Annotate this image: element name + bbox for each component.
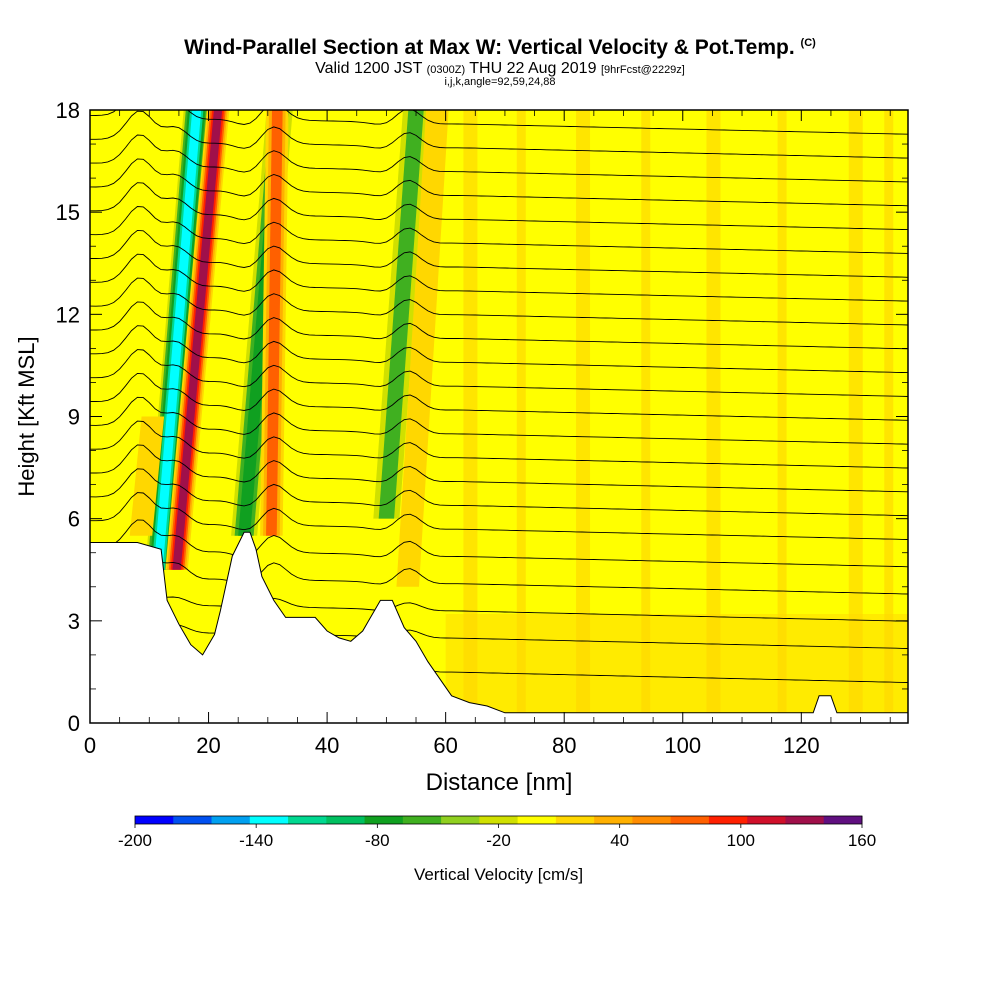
x-tick-label: 100 xyxy=(664,733,701,758)
theta-contour xyxy=(90,158,908,207)
updraft-band xyxy=(266,110,283,536)
theta-contour xyxy=(90,229,908,278)
y-tick-label: 6 xyxy=(68,507,80,532)
theta-contour xyxy=(90,277,908,326)
colorbar-swatch xyxy=(708,816,748,824)
theta-contour xyxy=(90,301,908,350)
y-axis-label: Height [Kft MSL] xyxy=(14,336,39,496)
theta-contour xyxy=(90,110,908,135)
colorbar-swatch xyxy=(135,816,174,824)
theta-contour xyxy=(90,253,908,302)
theta-contour xyxy=(90,110,908,159)
colorbar-tick-label: 160 xyxy=(848,831,876,850)
theta-contour xyxy=(90,519,908,568)
colorbar-label: Vertical Velocity [cm/s] xyxy=(414,865,583,884)
valid-utc: (0300Z) xyxy=(426,64,466,76)
y-tick-label: 3 xyxy=(68,609,80,634)
downdraft-band xyxy=(153,110,202,570)
colorbar-swatch xyxy=(747,816,786,824)
colorbar-swatch xyxy=(249,816,289,824)
theta-contour xyxy=(90,372,908,421)
colorbar-swatch xyxy=(632,816,672,824)
theta-contour xyxy=(90,396,908,445)
chart-subtitle: Valid 1200 JST (0300Z) THU 22 Aug 2019 [… xyxy=(0,60,1000,78)
x-tick-label: 0 xyxy=(84,733,96,758)
forecast-tag: [9hrFcst@2229z] xyxy=(600,64,685,76)
theta-contour xyxy=(90,444,908,493)
terrain-mask xyxy=(90,531,908,723)
title-main: Wind-Parallel Section at Max W: Vertical… xyxy=(184,36,795,59)
field-stripe xyxy=(777,110,787,723)
colorbar-swatch xyxy=(670,816,710,824)
field-stripe xyxy=(884,110,894,723)
theta-contour xyxy=(90,325,908,374)
theta-contour xyxy=(90,420,908,469)
y-tick-label: 9 xyxy=(68,405,80,430)
updraft-band xyxy=(129,416,165,536)
colorbar-swatch xyxy=(594,816,633,824)
theta-contour xyxy=(90,468,908,517)
field-stripe xyxy=(706,110,721,723)
copyright-mark: (C) xyxy=(800,37,816,49)
colorbar-tick-label: -80 xyxy=(365,831,390,850)
downdraft-band xyxy=(378,110,424,519)
valid-date: THU 22 Aug 2019 xyxy=(469,60,597,77)
updraft-band xyxy=(396,110,449,587)
y-tick-label: 18 xyxy=(56,98,80,123)
colorbar-swatch xyxy=(173,816,213,824)
theta-contour xyxy=(90,492,908,540)
chart-title: Wind-Parallel Section at Max W: Vertical… xyxy=(0,36,1000,60)
field-stripe xyxy=(516,110,526,723)
field-stripe xyxy=(463,110,478,723)
colorbar-swatch xyxy=(364,816,404,824)
colorbar-swatch xyxy=(288,816,327,824)
y-tick-label: 15 xyxy=(56,200,80,225)
colorbar-swatch xyxy=(326,816,366,824)
colorbar-tick-label: 40 xyxy=(610,831,629,850)
x-tick-label: 20 xyxy=(196,733,220,758)
grid-indices: i,j,k,angle=92,59,24,88 xyxy=(444,76,556,88)
x-tick-label: 80 xyxy=(552,733,576,758)
colorbar-tick-label: 100 xyxy=(727,831,755,850)
x-axis-label: Distance [nm] xyxy=(426,769,573,796)
colorbar-tick-label: -140 xyxy=(239,831,273,850)
x-tick-label: 120 xyxy=(783,733,820,758)
field-stripe xyxy=(641,110,651,723)
updraft-band xyxy=(172,110,223,570)
field-stripe xyxy=(576,110,591,723)
plot-area xyxy=(90,110,908,723)
theta-contour xyxy=(90,349,908,397)
theta-contour xyxy=(90,206,908,254)
y-tick-label: 0 xyxy=(68,711,80,736)
x-tick-label: 40 xyxy=(315,733,339,758)
colorbar-swatch xyxy=(785,816,825,824)
y-tick-label: 12 xyxy=(56,302,80,327)
colorbar-swatch xyxy=(441,816,480,824)
colorbar-swatch xyxy=(555,816,595,824)
theta-contour xyxy=(90,546,908,595)
field-lowlevel xyxy=(445,614,908,713)
colorbar-swatch xyxy=(479,816,519,824)
valid-prefix: Valid 1200 JST xyxy=(315,60,423,77)
theta-contour xyxy=(90,134,908,183)
colorbar-tick-label: -200 xyxy=(118,831,152,850)
colorbar-swatch xyxy=(823,816,863,824)
theta-contours xyxy=(90,110,908,683)
field-stripe xyxy=(848,110,863,723)
colorbar-swatch xyxy=(211,816,251,824)
colorbar-swatch xyxy=(517,816,557,824)
colorbar-swatch xyxy=(402,816,442,824)
theta-contour xyxy=(90,182,908,231)
colorbar-tick-label: -20 xyxy=(486,831,511,850)
x-tick-label: 60 xyxy=(433,733,457,758)
